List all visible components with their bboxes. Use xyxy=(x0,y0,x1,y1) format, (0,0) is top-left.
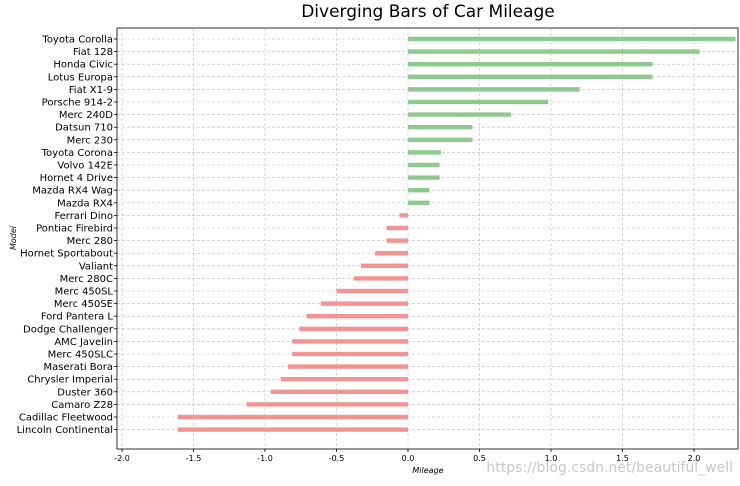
y-tick-label: Duster 360 xyxy=(57,387,113,398)
bar xyxy=(408,36,736,42)
y-tick-label: Merc 450SLC xyxy=(48,350,113,361)
y-tick-label: Cadillac Fleetwood xyxy=(19,413,113,424)
y-tick-label: Merc 280C xyxy=(60,274,113,285)
y-tick-label: Volvo 142E xyxy=(57,161,113,172)
y-tick-label: Porsche 914-2 xyxy=(42,98,113,109)
y-tick-label: Ford Pantera L xyxy=(41,312,114,323)
y-tick-label: Dodge Challenger xyxy=(23,324,114,335)
y-tick-label: Hornet 4 Drive xyxy=(40,173,113,184)
bar xyxy=(408,74,653,79)
bar xyxy=(386,238,408,243)
y-tick-label: Merc 240D xyxy=(59,110,113,121)
y-tick-label: Merc 450SE xyxy=(54,299,113,310)
chart-title: Diverging Bars of Car Mileage xyxy=(301,2,555,22)
bar xyxy=(320,301,408,306)
bar xyxy=(336,288,408,294)
x-tick-label: 0.0 xyxy=(402,454,415,463)
plot-frame xyxy=(116,27,739,450)
y-tick-label: AMC Javelin xyxy=(54,337,113,348)
bar xyxy=(408,162,440,168)
y-tick-label: Ferrari Dino xyxy=(54,211,113,222)
bar xyxy=(408,150,441,155)
y-tick-label: Lincoln Continental xyxy=(17,425,113,436)
bar xyxy=(246,402,408,407)
x-tick-label: -1.5 xyxy=(186,454,202,463)
x-axis-label: Mileage xyxy=(412,466,443,475)
y-tick-label: Fiat 128 xyxy=(73,47,113,58)
x-tick-label: -2.0 xyxy=(114,454,130,463)
bar xyxy=(292,351,408,357)
y-tick-label: Mazda RX4 xyxy=(57,198,113,209)
watermark: https://blog.csdn.net/beautiful_well xyxy=(486,460,733,476)
y-tick-label: Toyota Corona xyxy=(41,148,113,159)
bar xyxy=(360,263,408,268)
y-tick-label: Lotus Europa xyxy=(48,72,113,83)
x-tick-labels: -2.0 -1.5 -1.0 -0.5 0.0 0.5 1.0 1.5 2.0 xyxy=(114,449,700,463)
x-tick-label: 1.5 xyxy=(616,454,629,463)
y-tick-label: Merc 450SL xyxy=(55,287,114,298)
bar xyxy=(408,112,511,117)
y-tick-label: Fiat X1-9 xyxy=(69,85,113,96)
y-tick-label: Honda Civic xyxy=(53,60,113,71)
bar xyxy=(408,99,549,105)
bar xyxy=(353,276,408,281)
y-tick-label: Valiant xyxy=(79,261,113,272)
bar xyxy=(375,251,408,256)
bar xyxy=(270,389,408,394)
bar xyxy=(280,377,408,382)
bar xyxy=(408,125,473,130)
bars xyxy=(177,36,736,432)
bar xyxy=(408,62,653,67)
bar xyxy=(408,87,580,92)
bar xyxy=(306,314,408,319)
x-tick-label: -0.5 xyxy=(329,454,345,463)
bar xyxy=(386,225,408,231)
y-tick-label: Merc 230 xyxy=(67,135,113,146)
bar xyxy=(399,213,408,218)
y-tick-label: Datsun 710 xyxy=(55,123,113,134)
bar xyxy=(408,49,700,54)
bar xyxy=(408,175,440,180)
y-tick-label: Merc 280 xyxy=(67,236,113,247)
y-tick-label: Mazda RX4 Wag xyxy=(32,186,113,197)
y-axis-label: Model xyxy=(9,225,18,250)
bar xyxy=(177,427,408,432)
bar xyxy=(408,137,473,142)
bar xyxy=(292,339,408,344)
bar xyxy=(287,364,408,369)
x-tick-label: 1.0 xyxy=(545,454,558,463)
y-tick-label: Pontiac Firebird xyxy=(36,224,113,235)
bar xyxy=(299,326,408,331)
x-tick-label: 2.0 xyxy=(688,454,701,463)
y-tick-label: Toyota Corolla xyxy=(41,35,113,46)
x-tick-label: -1.0 xyxy=(257,454,273,463)
y-tick-label: Hornet Sportabout xyxy=(20,249,113,260)
y-gridlines xyxy=(117,38,738,430)
bar xyxy=(408,200,430,205)
y-tick-label: Chrysler Imperial xyxy=(27,375,113,386)
y-tick-label: Camaro Z28 xyxy=(51,400,113,411)
bar xyxy=(408,188,430,193)
bar xyxy=(177,414,408,420)
y-tick-label: Maserati Bora xyxy=(44,362,113,373)
x-tick-label: 0.5 xyxy=(473,454,486,463)
